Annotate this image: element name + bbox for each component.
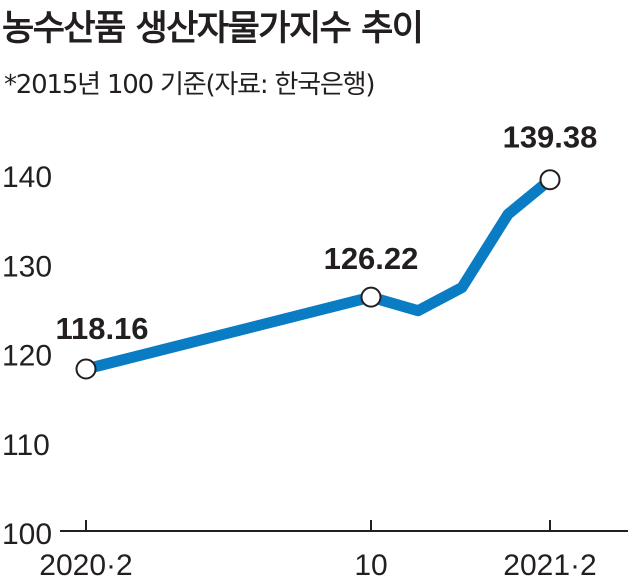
data-point-marker xyxy=(75,358,97,380)
y-tick-label: 100 xyxy=(2,518,52,551)
y-tick-label: 140 xyxy=(2,161,52,194)
series-line xyxy=(80,174,556,375)
chart-title: 농수산품 생산자물가지수 추이 xyxy=(2,9,424,49)
data-point-marker xyxy=(539,169,561,191)
x-tick-label: 2020·2 xyxy=(39,549,132,582)
y-tick-label: 130 xyxy=(2,250,52,283)
data-label: 139.38 xyxy=(503,120,598,155)
x-tick-label: 10 xyxy=(354,549,387,582)
data-label: 118.16 xyxy=(55,311,148,346)
y-tick-label: 120 xyxy=(2,340,52,373)
data-label: 126.22 xyxy=(324,241,419,276)
chart-subtitle: *2015년 100 기준(자료: 한국은행) xyxy=(4,70,376,100)
y-tick-label: 110 xyxy=(2,429,50,462)
data-point-marker xyxy=(360,286,382,308)
x-tick-label: 2021·2 xyxy=(503,549,596,582)
